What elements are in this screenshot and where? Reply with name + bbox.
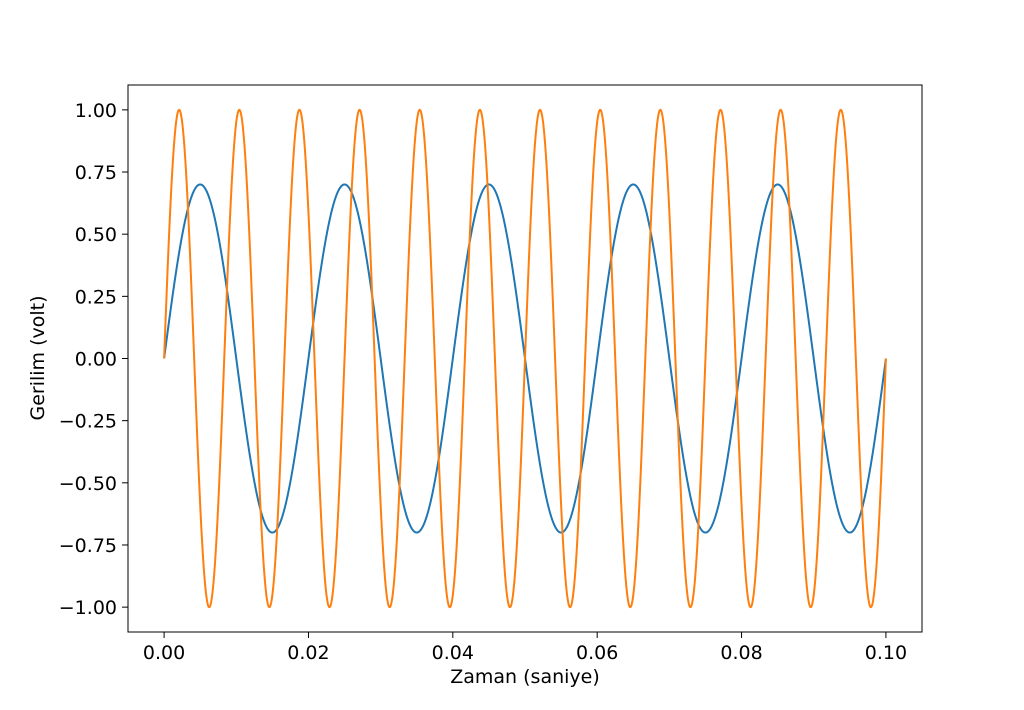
y-tick-label: −0.75 [59,535,117,557]
x-tick-label: 0.08 [720,642,762,664]
series-line-2 [163,108,887,609]
y-tick-label: 0.75 [75,162,117,184]
y-axis-label: Gerilim (volt) [27,295,49,420]
y-tick-label: −0.50 [59,473,117,495]
y-tick-label: −1.00 [59,597,117,619]
x-tick-label: 0.06 [576,642,618,664]
x-axis-label: Zaman (saniye) [450,666,600,688]
y-tick-label: 0.25 [75,286,117,308]
x-axis: 0.00 0.02 0.04 0.06 0.08 0.10 [143,632,907,664]
y-tick-label: −0.25 [59,411,117,433]
y-tick-label: 0.00 [75,349,117,371]
series-layer [163,108,887,609]
x-tick-label: 0.10 [865,642,907,664]
x-tick-label: 0.02 [287,642,329,664]
x-tick-label: 0.04 [432,642,474,664]
y-tick-label: 0.50 [75,224,117,246]
y-tick-label: 1.00 [75,100,117,122]
x-tick-label: 0.00 [143,642,185,664]
y-axis: −1.00 −0.75 −0.50 −0.25 0.00 0.25 0.50 0.75 1.00 [59,100,128,619]
